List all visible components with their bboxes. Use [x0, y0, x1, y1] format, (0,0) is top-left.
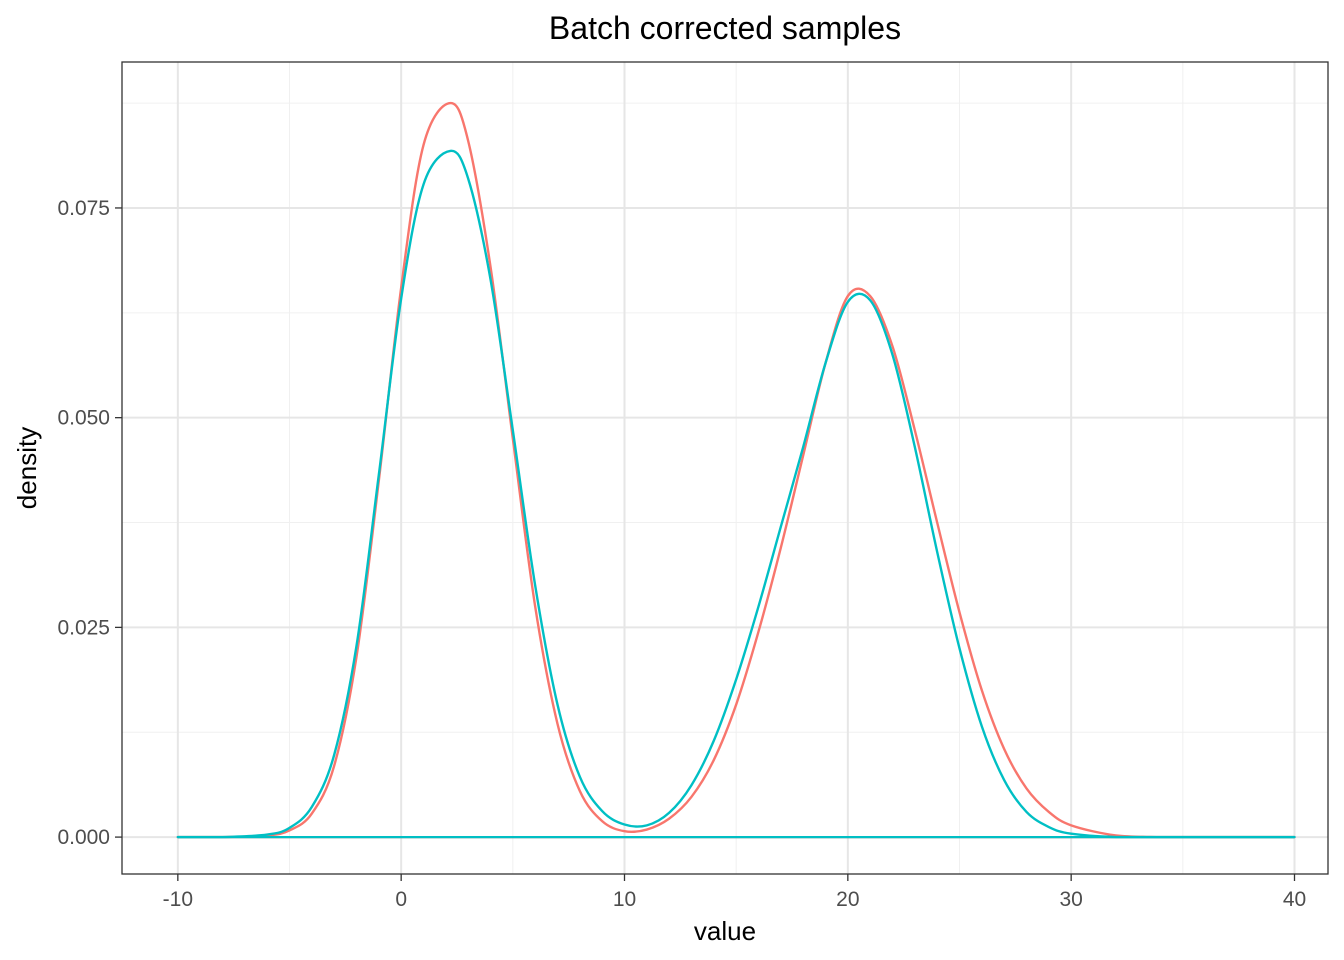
y-tick-label: 0.025: [57, 616, 110, 639]
x-tick-label: 40: [1283, 888, 1306, 911]
x-tick-label: 20: [836, 888, 859, 911]
x-tick-label: -10: [163, 888, 193, 911]
density-curves: [176, 101, 1296, 839]
x-tick-label: 10: [613, 888, 636, 911]
x-tick-label: 30: [1059, 888, 1082, 911]
plot-panel-border: [121, 61, 1329, 875]
y-tick-label: 0.075: [57, 197, 110, 220]
x-axis: -10 0 10 20 30 40: [163, 874, 1306, 911]
y-tick-label: 0.050: [57, 407, 110, 430]
y-axis-title: density: [12, 427, 42, 509]
y-tick-label: 0.000: [57, 826, 110, 849]
density-curve-2: [176, 149, 1296, 839]
x-tick-label: 0: [395, 888, 407, 911]
chart-title: Batch corrected samples: [549, 10, 901, 46]
x-axis-title: value: [694, 916, 756, 946]
y-axis: 0.000 0.025 0.050 0.075: [57, 197, 122, 849]
